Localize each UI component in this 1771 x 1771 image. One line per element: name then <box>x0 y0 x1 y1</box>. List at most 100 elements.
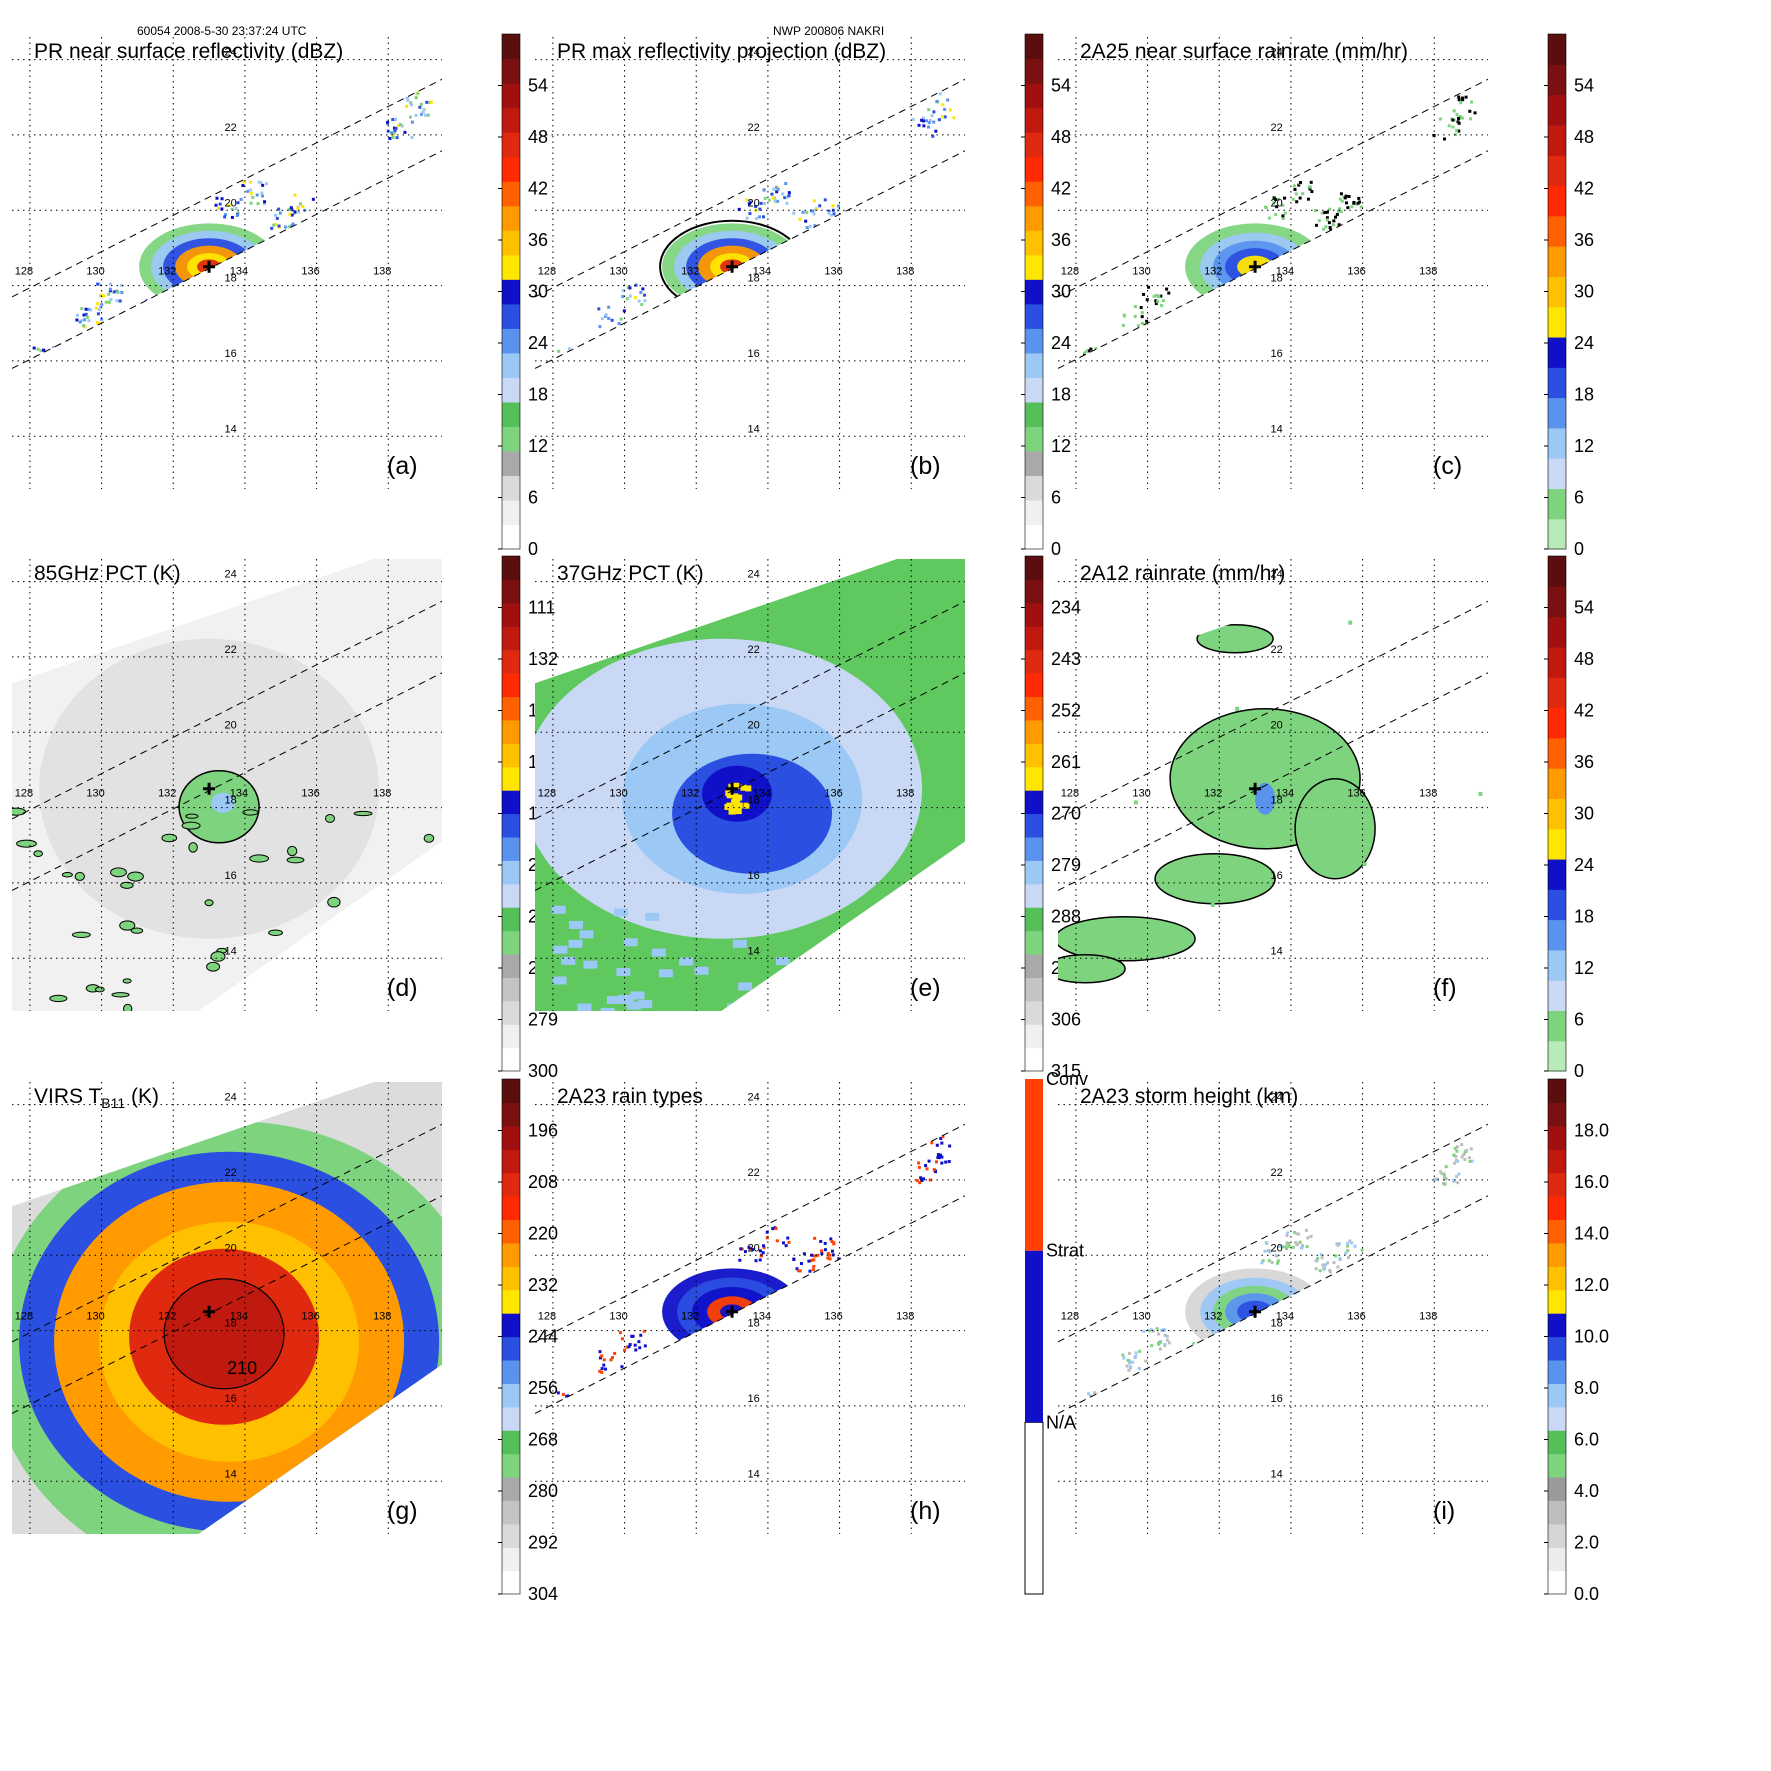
storm-center-marker <box>1249 782 1262 795</box>
colorbar-tick-label: 30 <box>1574 282 1594 302</box>
colorbar-swatch <box>1025 475 1043 501</box>
rain-pixel <box>1093 1391 1097 1395</box>
rain-pixel <box>1455 1145 1459 1149</box>
rain-pixel <box>1274 213 1278 217</box>
rain-pixel <box>932 120 936 124</box>
rain-pixel <box>630 1334 634 1338</box>
rain-pixel <box>680 1346 684 1350</box>
band-pixel <box>738 982 753 991</box>
rain-pixel <box>628 1343 632 1347</box>
colorbar-swatch <box>1025 813 1043 838</box>
rain-pixel <box>565 1394 569 1398</box>
rain-pixel <box>400 124 404 128</box>
rain-pixel <box>391 118 395 122</box>
rain-pixel <box>1087 364 1091 368</box>
rain-pixel <box>1294 1241 1298 1245</box>
colorbar-swatch <box>1548 124 1566 156</box>
rain-pixel <box>75 318 79 322</box>
rain-pixel <box>813 1236 817 1240</box>
colorbar-tick-label: 24 <box>1574 855 1594 875</box>
rain-pixel <box>1134 1354 1138 1358</box>
rain-pixel <box>1191 1376 1195 1380</box>
rain-pixel <box>919 1176 923 1180</box>
rain-pixel <box>1277 197 1281 201</box>
band-pixel <box>775 957 790 966</box>
rain-pixel <box>1272 196 1276 200</box>
panel-letter: (c) <box>1433 452 1462 480</box>
band-pixel <box>553 945 568 954</box>
band-pixel <box>577 1003 592 1011</box>
rain-pixel <box>1157 295 1161 299</box>
rain-pixel <box>1444 78 1448 82</box>
rain-pixel <box>394 117 398 121</box>
colorbar-swatch <box>502 930 520 955</box>
rain-pixel <box>625 297 629 301</box>
rain-pixel <box>1204 309 1208 313</box>
rain-pixel <box>116 290 120 294</box>
rain-pixel <box>743 1250 747 1254</box>
colorbar-swatch <box>1548 1266 1566 1291</box>
rain-pixel <box>917 123 921 127</box>
rain-pixel <box>642 1329 646 1333</box>
lat-lon-grid: 128 130 132 134 136 138 14 16 18 20 22 24 <box>535 1082 965 1534</box>
longitude-label: 136 <box>824 1310 842 1322</box>
rain-pixel <box>1440 1172 1444 1176</box>
rain-pixel <box>621 295 625 299</box>
colorbar: 0 6 12 18 24 30 36 42 48 54 <box>1544 33 1594 559</box>
rain-pixel <box>594 346 598 350</box>
rain-pixel <box>163 301 167 305</box>
rain-pixel <box>1167 1341 1171 1345</box>
panel-chart-g: 210 128 130 132 134 136 138 14 16 18 20 22 24 VIRS TB… <box>12 1078 558 1604</box>
rain-pixel <box>1282 1245 1286 1249</box>
rain-band-patch <box>287 845 298 857</box>
rain-pixel <box>754 204 758 208</box>
rain-pixel <box>943 115 947 119</box>
latitude-label: 24 <box>747 569 759 581</box>
rain-pixel <box>249 180 253 184</box>
rain-pixel <box>795 1267 799 1271</box>
rain-pixel <box>1195 1383 1199 1387</box>
panel-letter: (b) <box>910 452 941 480</box>
rain-pixel <box>1452 1178 1456 1182</box>
rain-pixel <box>1332 1261 1336 1265</box>
colorbar-swatch <box>502 34 520 60</box>
rain-pixel <box>676 329 680 333</box>
rain-pixel <box>602 1358 606 1362</box>
rain-pixel <box>1442 1172 1446 1176</box>
rain-pixel <box>1325 210 1329 214</box>
rain-pixel <box>1433 1178 1437 1182</box>
colorbar-swatch <box>1025 626 1043 651</box>
rain-pixel <box>1185 1389 1189 1393</box>
rain-pixel <box>1322 227 1326 231</box>
colorbar-swatch <box>1548 919 1566 951</box>
lat-lon-grid: 128 130 132 134 136 138 14 16 18 20 22 24 <box>1058 37 1488 489</box>
longitude-label: 134 <box>753 787 771 799</box>
colorbar-tick-label: 0.0 <box>1574 1584 1599 1604</box>
rain-pixel <box>1133 305 1137 309</box>
rain-pixel <box>1317 219 1321 223</box>
rain-pixel <box>588 357 592 361</box>
warm-pixel <box>732 793 739 800</box>
colorbar-swatch <box>1025 696 1043 721</box>
rain-pixel <box>929 82 933 86</box>
rain-pixel <box>804 219 808 223</box>
rain-pixel <box>926 1121 930 1125</box>
rain-pixel <box>234 206 238 210</box>
rain-pixel <box>48 357 52 361</box>
rain-pixel <box>935 99 939 103</box>
colorbar-swatch <box>502 230 520 256</box>
storm-center-marker <box>1249 1305 1262 1318</box>
rain-pixel <box>587 1400 591 1404</box>
rain-pixel <box>1143 326 1147 330</box>
rain-pixel <box>937 118 941 122</box>
rain-pixel <box>1093 1408 1097 1412</box>
rain-pixel <box>87 319 91 323</box>
rain-pixel <box>284 225 288 229</box>
longitude-label: 138 <box>373 1310 391 1322</box>
colorbar-tick-label: 220 <box>528 1224 558 1244</box>
rain-pixel <box>944 1160 948 1164</box>
rain-pixel <box>289 228 293 232</box>
rain-pixel <box>929 88 933 92</box>
rain-pixel <box>120 290 124 294</box>
colorbar-tick-label: 12.0 <box>1574 1275 1609 1295</box>
